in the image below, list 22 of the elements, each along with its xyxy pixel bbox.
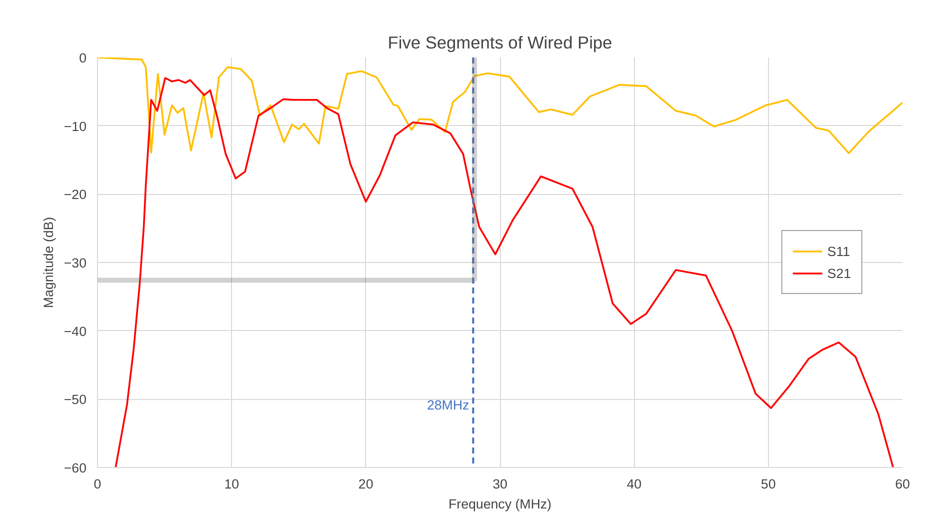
x-tick-label: 30 [492, 476, 508, 492]
x-tick-label: 10 [224, 476, 240, 492]
x-tick-label: 60 [895, 476, 910, 492]
y-tick-label: −20 [64, 187, 86, 202]
legend-label: S11 [827, 244, 850, 258]
line-series [98, 58, 902, 154]
chart-title: Five Segments of Wired Pipe [388, 32, 612, 52]
y-tick-label: −40 [64, 324, 86, 339]
x-tick-label: 20 [358, 476, 374, 492]
y-tick-label: −10 [64, 118, 86, 134]
x-tick-label: 40 [626, 476, 642, 492]
y-tick-label: −60 [64, 460, 86, 476]
line-series [114, 77, 894, 468]
ref-line-label: 28MHz [426, 398, 470, 412]
legend-label: S21 [827, 266, 851, 280]
x-axis-title: Frequency (MHz) [448, 496, 552, 512]
y-tick-label: −30 [64, 256, 86, 270]
x-tick-label: 50 [760, 476, 776, 492]
y-tick-label: 0 [79, 50, 87, 66]
y-axis-title: Magnitude (dB) [40, 216, 56, 308]
y-tick-label: −50 [64, 392, 86, 408]
x-tick-label: 0 [94, 476, 102, 492]
